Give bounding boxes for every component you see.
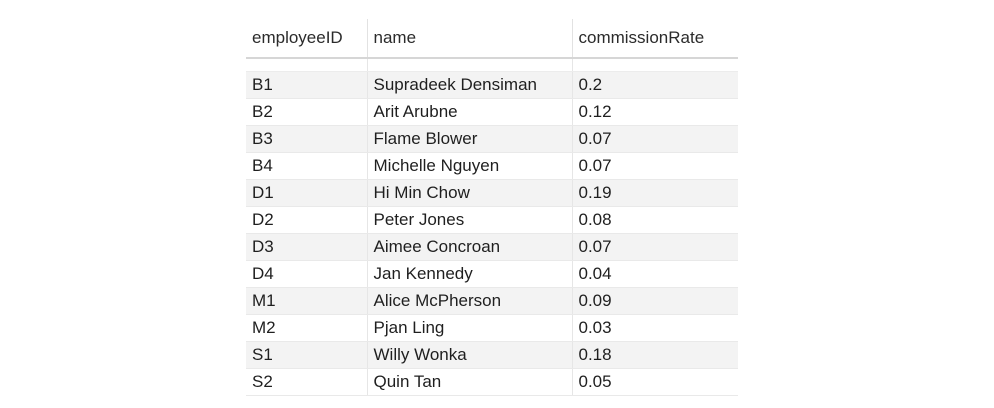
table-row[interactable]: B2 Arit Arubne 0.12 bbox=[246, 98, 738, 126]
cell-name[interactable]: Jan Kennedy bbox=[367, 260, 573, 288]
column-header-commissionrate[interactable]: commissionRate bbox=[572, 19, 738, 59]
table-row[interactable]: B4 Michelle Nguyen 0.07 bbox=[246, 152, 738, 180]
cell-employeeid[interactable]: D4 bbox=[246, 260, 368, 288]
cell-name[interactable]: Michelle Nguyen bbox=[367, 152, 573, 180]
cell-commissionrate[interactable]: 0.08 bbox=[572, 206, 738, 234]
cell-employeeid[interactable]: B2 bbox=[246, 98, 368, 126]
cell-name[interactable]: Alice McPherson bbox=[367, 287, 573, 315]
table-row[interactable]: M2 Pjan Ling 0.03 bbox=[246, 314, 738, 342]
cell-commissionrate[interactable]: 0.05 bbox=[572, 368, 738, 396]
table-row[interactable]: S2 Quin Tan 0.05 bbox=[246, 368, 738, 396]
cell-name[interactable]: Flame Blower bbox=[367, 125, 573, 153]
table-row[interactable]: D1 Hi Min Chow 0.19 bbox=[246, 179, 738, 207]
cell-employeeid[interactable]: M2 bbox=[246, 314, 368, 342]
cell-commissionrate[interactable]: 0.19 bbox=[572, 179, 738, 207]
cell-employeeid[interactable]: B1 bbox=[246, 71, 368, 99]
table-row[interactable]: D4 Jan Kennedy 0.04 bbox=[246, 260, 738, 288]
results-table-container: employeeID name commissionRate B1 Suprad… bbox=[246, 19, 738, 396]
cell-employeeid[interactable]: D1 bbox=[246, 179, 368, 207]
table-header: employeeID name commissionRate bbox=[246, 19, 738, 59]
cell-commissionrate[interactable]: 0.04 bbox=[572, 260, 738, 288]
cell-employeeid[interactable]: D3 bbox=[246, 233, 368, 261]
cell-commissionrate[interactable]: 0.12 bbox=[572, 98, 738, 126]
table-row[interactable]: S1 Willy Wonka 0.18 bbox=[246, 341, 738, 369]
cell-employeeid[interactable]: B4 bbox=[246, 152, 368, 180]
results-table: employeeID name commissionRate B1 Suprad… bbox=[246, 19, 738, 396]
table-body: B1 Supradeek Densiman 0.2 B2 Arit Arubne… bbox=[246, 58, 738, 396]
cell-employeeid[interactable]: B3 bbox=[246, 125, 368, 153]
cell-employeeid[interactable]: D2 bbox=[246, 206, 368, 234]
cell-commissionrate[interactable]: 0.07 bbox=[572, 125, 738, 153]
column-header-employeeid[interactable]: employeeID bbox=[246, 19, 368, 59]
cell-name[interactable]: Hi Min Chow bbox=[367, 179, 573, 207]
cell-employeeid[interactable]: S2 bbox=[246, 368, 368, 396]
cell-name[interactable]: Willy Wonka bbox=[367, 341, 573, 369]
cell-employeeid[interactable]: M1 bbox=[246, 287, 368, 315]
column-header-name[interactable]: name bbox=[367, 19, 573, 59]
cell-commissionrate[interactable]: 0.07 bbox=[572, 152, 738, 180]
header-gap bbox=[246, 58, 738, 72]
cell-name[interactable]: Arit Arubne bbox=[367, 98, 573, 126]
table-row[interactable]: B1 Supradeek Densiman 0.2 bbox=[246, 71, 738, 99]
table-row[interactable]: D2 Peter Jones 0.08 bbox=[246, 206, 738, 234]
cell-name[interactable]: Supradeek Densiman bbox=[367, 71, 573, 99]
table-row[interactable]: M1 Alice McPherson 0.09 bbox=[246, 287, 738, 315]
cell-employeeid[interactable]: S1 bbox=[246, 341, 368, 369]
table-row[interactable]: B3 Flame Blower 0.07 bbox=[246, 125, 738, 153]
cell-name[interactable]: Peter Jones bbox=[367, 206, 573, 234]
table-row[interactable]: D3 Aimee Concroan 0.07 bbox=[246, 233, 738, 261]
cell-commissionrate[interactable]: 0.09 bbox=[572, 287, 738, 315]
cell-name[interactable]: Aimee Concroan bbox=[367, 233, 573, 261]
cell-name[interactable]: Quin Tan bbox=[367, 368, 573, 396]
cell-commissionrate[interactable]: 0.18 bbox=[572, 341, 738, 369]
cell-commissionrate[interactable]: 0.2 bbox=[572, 71, 738, 99]
cell-name[interactable]: Pjan Ling bbox=[367, 314, 573, 342]
cell-commissionrate[interactable]: 0.07 bbox=[572, 233, 738, 261]
header-row: employeeID name commissionRate bbox=[246, 19, 738, 59]
cell-commissionrate[interactable]: 0.03 bbox=[572, 314, 738, 342]
